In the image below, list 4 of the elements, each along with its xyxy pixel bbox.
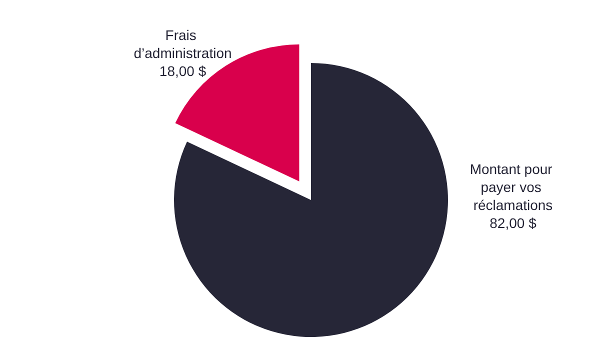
data-label: 82,00 $	[490, 215, 537, 231]
data-label: 18,00 $	[159, 63, 206, 80]
slice-label: Frais d’administration	[134, 27, 232, 62]
slice-label: Montant pour payer vos réclamations	[470, 161, 556, 213]
